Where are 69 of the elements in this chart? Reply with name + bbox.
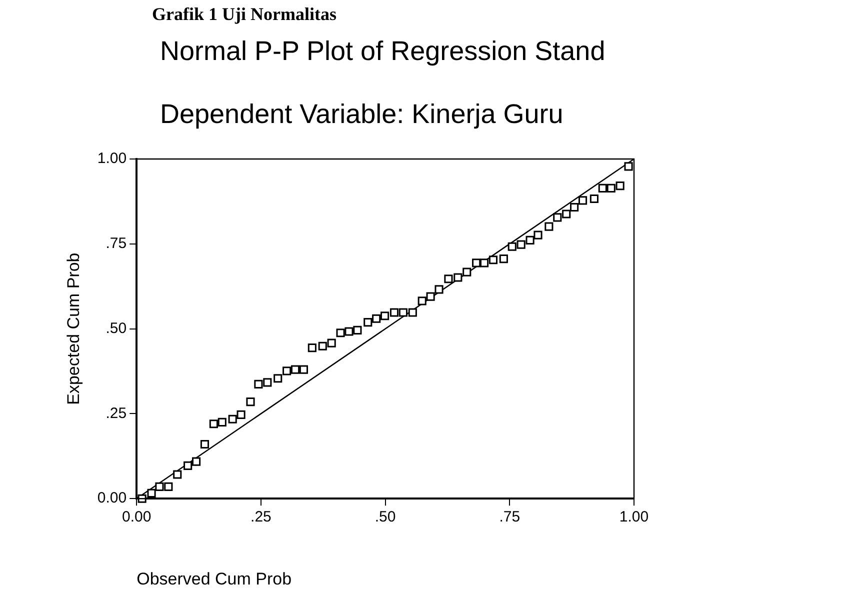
point xyxy=(218,418,226,426)
y-tick-label: 1.00 xyxy=(97,150,127,168)
point xyxy=(616,182,624,190)
point xyxy=(228,414,237,424)
point xyxy=(254,380,263,388)
point xyxy=(164,482,173,491)
point xyxy=(516,240,526,249)
point xyxy=(426,292,435,301)
point xyxy=(544,222,554,231)
point xyxy=(200,440,210,449)
point xyxy=(308,344,316,352)
point xyxy=(398,308,408,317)
point xyxy=(578,196,588,205)
point xyxy=(236,410,246,420)
point xyxy=(590,194,598,204)
point xyxy=(499,254,508,264)
y-axis-title: Expected Cum Prob xyxy=(64,252,83,405)
point xyxy=(454,273,462,282)
point xyxy=(184,461,192,470)
y-tick-label: .50 xyxy=(106,320,127,337)
point xyxy=(444,274,453,284)
point xyxy=(480,258,489,268)
point xyxy=(274,374,282,383)
point xyxy=(408,308,417,317)
x-tick-label: 1.00 xyxy=(619,508,649,526)
point xyxy=(372,314,381,323)
point xyxy=(488,256,498,264)
point xyxy=(472,258,481,268)
y-tick-label: .75 xyxy=(106,235,127,252)
point xyxy=(390,308,399,317)
point xyxy=(192,457,201,466)
point xyxy=(344,327,354,336)
point xyxy=(336,328,345,338)
point xyxy=(606,184,616,192)
x-tick-label: .50 xyxy=(374,508,396,526)
chart-subtitle: Normal P-P Plot of Regression Stand xyxy=(160,36,606,67)
point xyxy=(598,184,607,192)
y-tick-label: 0.00 xyxy=(97,490,127,507)
point xyxy=(570,202,579,212)
point xyxy=(434,285,444,294)
point xyxy=(155,482,164,491)
x-tick-label: .75 xyxy=(499,508,520,526)
point xyxy=(364,318,372,327)
point xyxy=(526,236,534,244)
x-tick-label: 0.00 xyxy=(122,508,152,526)
x-axis-title: Observed Cum Prob xyxy=(136,569,292,588)
x-tick-label: .25 xyxy=(250,508,272,526)
point xyxy=(318,342,327,350)
chart-title: Grafik 1 Uji Normalitas xyxy=(152,4,336,25)
point xyxy=(553,213,562,222)
y-tick-label: .25 xyxy=(106,404,127,422)
point xyxy=(353,326,362,334)
point xyxy=(147,488,156,498)
point xyxy=(624,162,633,171)
point xyxy=(534,230,542,240)
point xyxy=(209,420,218,428)
point xyxy=(299,365,308,374)
point xyxy=(380,312,390,320)
point xyxy=(508,242,516,251)
text: Dependent Variable: Kinerja Guru xyxy=(160,99,564,130)
point xyxy=(173,470,182,479)
point xyxy=(562,210,571,218)
point xyxy=(327,338,336,348)
point xyxy=(263,378,272,387)
point xyxy=(418,296,426,306)
point xyxy=(282,366,292,376)
point xyxy=(462,268,472,276)
point xyxy=(246,398,255,406)
point xyxy=(290,365,300,374)
